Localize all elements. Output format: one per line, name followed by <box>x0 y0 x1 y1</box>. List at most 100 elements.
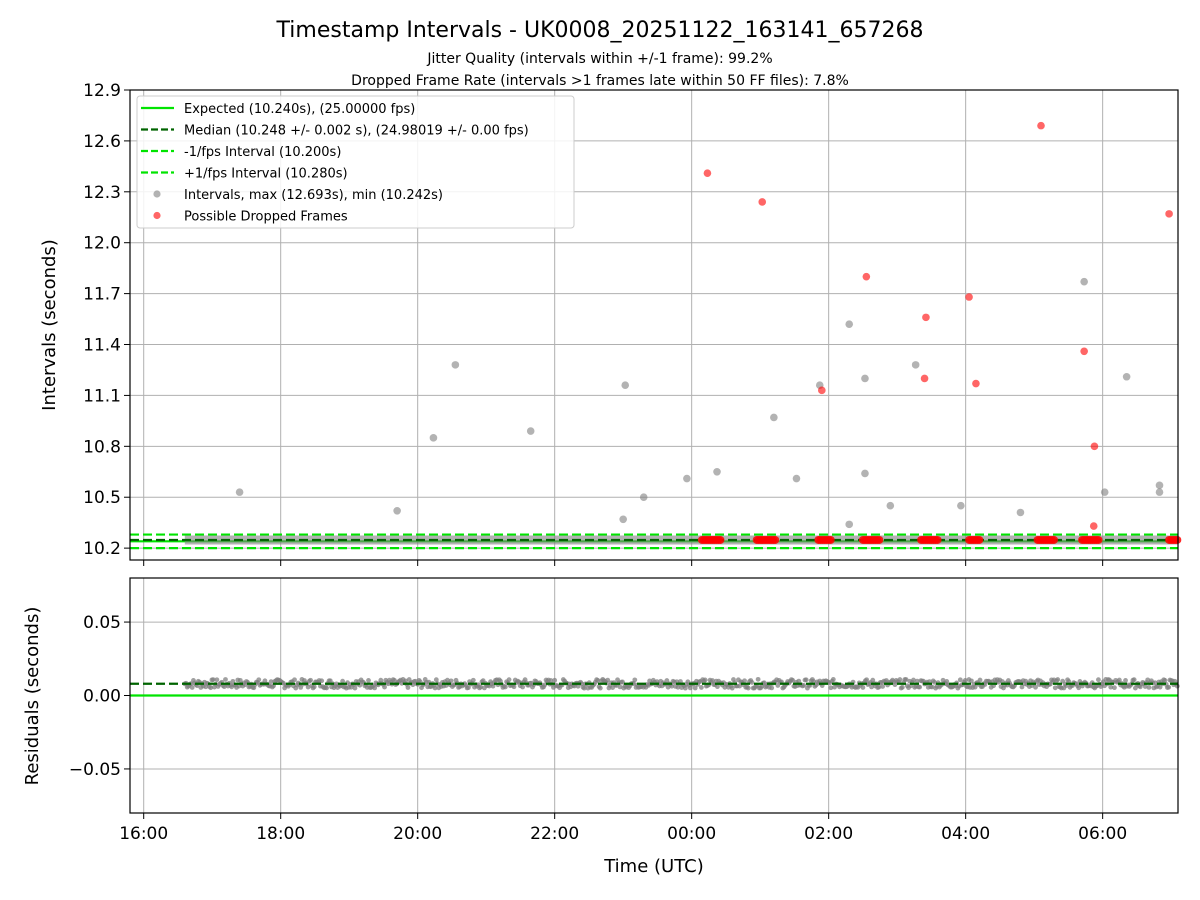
x-tick-label: 00:00 <box>667 824 716 844</box>
residual-point <box>715 684 720 690</box>
bottom-y-tick-label: −0.05 <box>69 760 121 780</box>
bottom-y-tick-label: 0.00 <box>83 687 121 707</box>
residual-point <box>742 678 747 684</box>
residual-point <box>597 685 603 691</box>
residual-point <box>1132 685 1138 691</box>
residual-point <box>432 685 438 691</box>
legend-entry-label: Intervals, max (12.693s), min (10.242s) <box>184 188 443 203</box>
residual-point <box>932 679 937 685</box>
interval-point <box>861 374 869 383</box>
residual-point <box>405 685 411 690</box>
residual-point <box>755 676 761 682</box>
x-tick-label: 04:00 <box>941 824 990 844</box>
residual-point <box>929 684 935 690</box>
residual-point <box>828 685 834 691</box>
residual-point <box>769 685 775 691</box>
residual-point <box>796 678 802 684</box>
residual-point <box>860 685 866 690</box>
legend-entry-label: -1/fps Interval (10.200s) <box>184 145 341 160</box>
interval-point <box>235 488 244 496</box>
residual-point <box>1123 678 1128 683</box>
interval-point <box>1122 372 1131 381</box>
dropped-frame-point <box>1037 121 1045 130</box>
dropped-frame-point <box>1050 535 1059 544</box>
residual-point <box>682 685 688 691</box>
dropped-frame-point <box>758 198 767 206</box>
top-y-tick-label: 11.7 <box>83 285 121 305</box>
top-y-tick-label: 10.5 <box>83 488 121 508</box>
interval-point <box>911 361 920 369</box>
legend-marker <box>153 190 161 198</box>
residual-point <box>308 677 313 683</box>
dropped-frame-point <box>972 379 980 388</box>
residual-point <box>803 677 809 683</box>
x-tick-label: 20:00 <box>393 824 442 844</box>
dropped-frame-point <box>818 386 826 395</box>
chart-subtitle-dropped: Dropped Frame Rate (intervals >1 frames … <box>351 73 849 89</box>
residual-point <box>214 677 220 683</box>
residual-point <box>899 684 905 690</box>
residual-point <box>189 685 195 690</box>
residual-point <box>830 677 836 682</box>
interval-point <box>957 501 965 510</box>
residual-point <box>977 677 983 683</box>
interval-point <box>619 515 627 524</box>
residual-point <box>465 685 471 691</box>
residual-point <box>903 677 909 682</box>
legend: Expected (10.240s), (25.00000 fps) Median… <box>136 95 575 229</box>
top-y-tick-label: 12.0 <box>83 234 121 254</box>
residual-point <box>1157 684 1163 690</box>
interval-point <box>429 434 438 442</box>
residual-point <box>1166 684 1172 690</box>
residual-point <box>1131 677 1137 683</box>
residual-point <box>698 685 704 690</box>
dropped-frame-point <box>1090 442 1099 451</box>
dropped-frame-point <box>920 374 929 383</box>
dropped-frame-point <box>703 169 712 177</box>
top-y-tick-label: 10.8 <box>83 437 121 457</box>
dropped-frame-point <box>933 535 942 544</box>
interval-point <box>639 493 648 502</box>
residual-point <box>944 679 950 684</box>
top-y-tick-label: 10.2 <box>83 539 121 559</box>
residual-point <box>382 684 387 690</box>
residual-point <box>511 684 517 690</box>
dropped-frame-point <box>875 535 884 544</box>
residual-point <box>210 677 216 683</box>
dropped-frame-point <box>922 313 930 322</box>
interval-point <box>770 413 778 422</box>
residual-point <box>391 677 397 683</box>
residual-point <box>340 678 346 684</box>
dropped-frame-point <box>1173 535 1182 544</box>
residual-point <box>230 678 236 684</box>
residual-point <box>911 677 916 683</box>
top-panel-reference-lines <box>130 533 1178 550</box>
top-panel-x-ticks <box>143 560 1104 566</box>
residual-point <box>520 684 526 690</box>
residual-point <box>1112 685 1117 691</box>
residual-point <box>506 677 512 683</box>
residual-point <box>880 684 886 689</box>
interval-point <box>621 381 630 390</box>
dropped-frame-point <box>1089 522 1098 530</box>
residual-point <box>617 684 623 690</box>
dropped-frame-point <box>965 293 973 301</box>
interval-point <box>1155 481 1164 490</box>
residual-point <box>595 678 601 683</box>
interval-point <box>451 361 460 369</box>
interval-point <box>845 320 854 328</box>
interval-point <box>1155 488 1164 496</box>
residual-point <box>237 677 243 683</box>
dropped-frame-point <box>826 535 835 544</box>
x-tick-label: 06:00 <box>1078 824 1127 844</box>
interval-point <box>1016 508 1025 517</box>
residual-point <box>366 677 371 683</box>
bottom-panel-y-ticks: 0.05 0.00 −0.05 <box>69 613 130 780</box>
residual-point <box>208 685 214 691</box>
interval-point <box>393 506 401 515</box>
residual-point <box>897 677 903 682</box>
legend-entry-label: Median (10.248 +/- 0.002 s), (24.98019 +… <box>184 124 529 139</box>
residual-point <box>876 684 882 690</box>
residual-point <box>552 677 558 683</box>
